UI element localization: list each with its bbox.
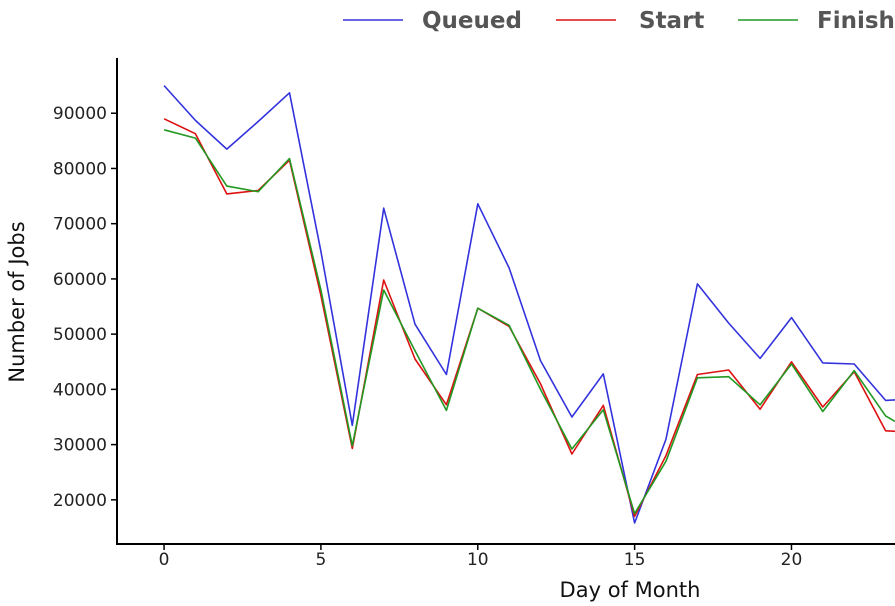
y-tick-label: 30000 xyxy=(53,436,107,456)
x-axis-title: Day of Month xyxy=(560,578,701,602)
x-tick-label: 0 xyxy=(159,550,170,570)
x-axis-ticks: 0 5 10 15 20 xyxy=(159,544,803,570)
y-axis-ticks: 20000 30000 40000 50000 60000 70000 80000 90000 xyxy=(53,104,117,511)
x-tick-label: 5 xyxy=(315,550,326,570)
legend-label-start: Start xyxy=(639,8,704,34)
legend-label-finish: Finish xyxy=(817,8,895,34)
x-tick-label: 20 xyxy=(781,550,803,570)
series-line-start xyxy=(163,118,895,518)
y-tick-label: 70000 xyxy=(53,215,107,235)
x-tick-label: 15 xyxy=(624,550,646,570)
y-tick-label: 80000 xyxy=(53,159,107,179)
series-line-queued xyxy=(163,85,895,524)
x-tick-label: 10 xyxy=(467,550,489,570)
y-tick-label: 90000 xyxy=(53,104,107,124)
y-axis-title: Number of Jobs xyxy=(5,221,29,382)
legend: Queued Start Finish xyxy=(343,8,895,34)
series-line-finish xyxy=(163,129,895,515)
y-tick-label: 40000 xyxy=(53,380,107,400)
y-tick-label: 60000 xyxy=(53,270,107,290)
y-tick-label: 50000 xyxy=(53,325,107,345)
y-tick-label: 20000 xyxy=(53,491,107,511)
legend-label-queued: Queued xyxy=(422,8,522,34)
series-layer xyxy=(163,85,895,524)
